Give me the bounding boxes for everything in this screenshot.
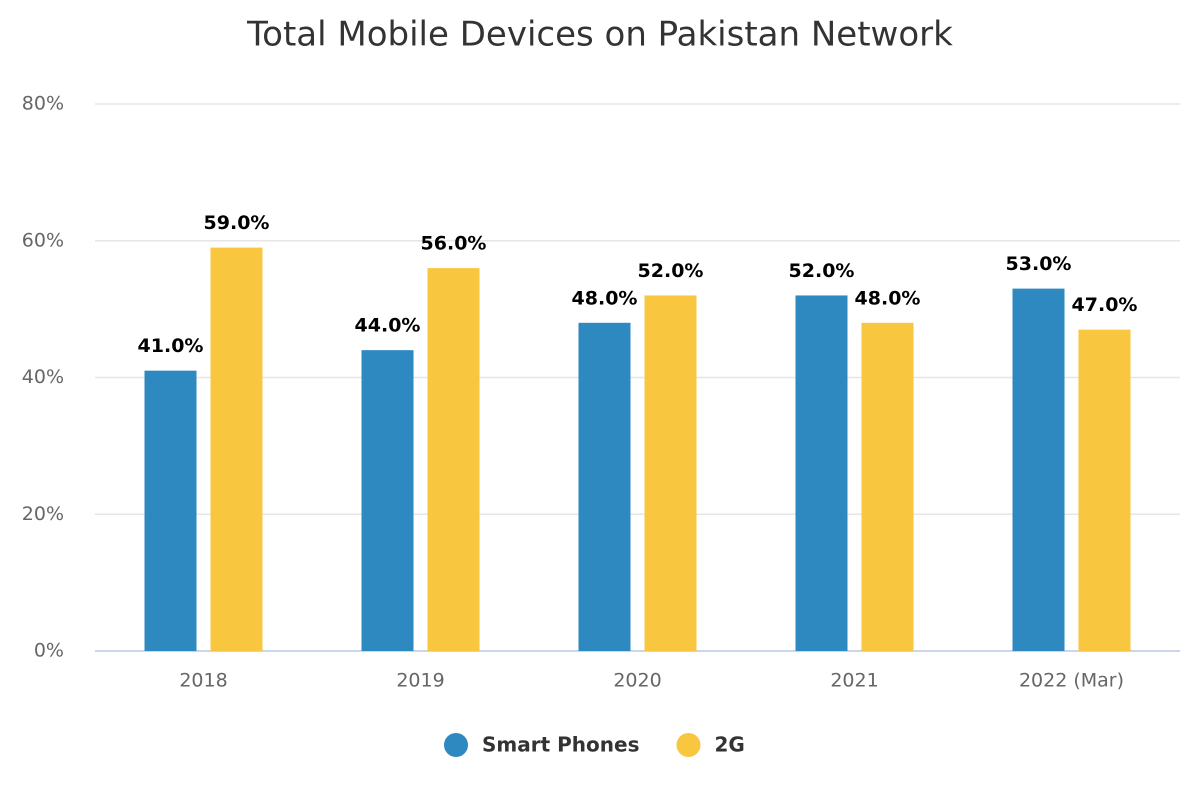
data-label: 56.0% bbox=[421, 233, 487, 255]
data-label: 47.0% bbox=[1072, 294, 1138, 316]
x-tick-label: 2018 bbox=[179, 670, 227, 692]
data-label: 59.0% bbox=[204, 212, 270, 234]
bar bbox=[795, 295, 848, 651]
y-tick-label: 40% bbox=[22, 366, 64, 388]
legend-label: Smart Phones bbox=[482, 733, 639, 757]
y-tick-label: 60% bbox=[22, 229, 64, 251]
data-label: 53.0% bbox=[1006, 253, 1072, 275]
legend-label: 2G bbox=[714, 733, 744, 757]
legend-marker bbox=[444, 733, 468, 757]
bar bbox=[361, 350, 414, 651]
bar bbox=[1078, 329, 1131, 651]
bar bbox=[210, 247, 263, 651]
y-tick-label: 0% bbox=[34, 640, 64, 662]
data-label: 48.0% bbox=[855, 287, 921, 309]
y-tick-label: 20% bbox=[22, 503, 64, 525]
data-label: 52.0% bbox=[638, 260, 704, 282]
data-label: 44.0% bbox=[355, 315, 421, 337]
x-tick-label: 2019 bbox=[396, 670, 444, 692]
legend-marker bbox=[676, 733, 701, 757]
data-label: 52.0% bbox=[789, 260, 855, 282]
x-tick-label: 2021 bbox=[830, 670, 878, 692]
bar bbox=[427, 268, 480, 651]
bar bbox=[861, 322, 914, 651]
bar bbox=[144, 370, 197, 651]
y-tick-label: 80% bbox=[22, 93, 64, 115]
data-label: 48.0% bbox=[572, 287, 638, 309]
bar bbox=[1012, 288, 1065, 651]
data-label: 41.0% bbox=[138, 335, 204, 357]
bar bbox=[578, 322, 631, 651]
x-tick-label: 2020 bbox=[613, 670, 661, 692]
bar bbox=[644, 295, 697, 651]
chart-title: Total Mobile Devices on Pakistan Network bbox=[246, 15, 953, 55]
x-tick-label: 2022 (Mar) bbox=[1019, 670, 1124, 692]
